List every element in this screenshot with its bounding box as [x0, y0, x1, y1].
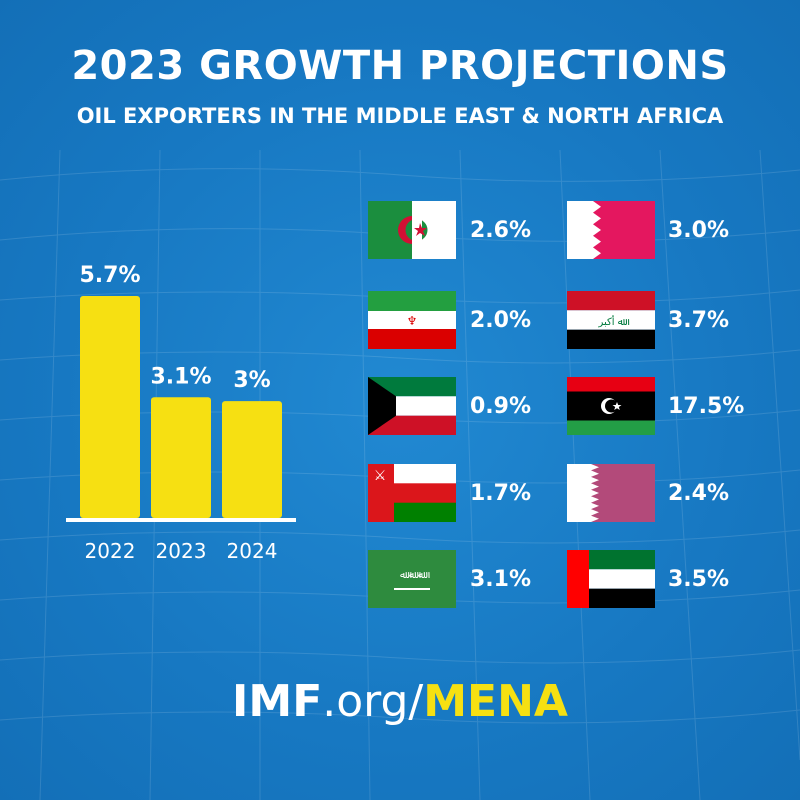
x-tick-label: 2023 — [156, 539, 207, 563]
bar-value-label: 5.7% — [79, 263, 140, 288]
oman-flag-icon: ⚔ — [368, 464, 456, 522]
footer-mena: MENA — [423, 676, 568, 727]
qatar-flag-icon — [567, 464, 655, 522]
iraq-flag-icon: ﷲ أكبر — [567, 291, 655, 349]
x-tick-label: 2022 — [85, 539, 136, 563]
uae-flag-icon — [567, 550, 655, 608]
saudi-arabia-growth-rate: 3.1% — [470, 567, 532, 592]
svg-text:⚔: ⚔ — [374, 468, 387, 484]
page-title: 2023 GROWTH PROJECTIONS — [71, 43, 729, 89]
algeria-growth-rate: 2.6% — [470, 218, 532, 243]
page-subtitle: OIL EXPORTERS IN THE MIDDLE EAST & NORTH… — [76, 104, 724, 128]
bar-value-label: 3.1% — [150, 364, 211, 389]
algeria-flag-icon — [368, 201, 456, 259]
iran-growth-rate: 2.0% — [470, 308, 532, 333]
svg-text:ﷲ ﷲ ﷲ: ﷲ ﷲ ﷲ — [400, 570, 430, 581]
footer-org: .org/ — [322, 676, 424, 727]
iran-flag-icon: ♆ — [368, 291, 456, 349]
bar-2022 — [80, 296, 140, 518]
svg-text:ﷲ أكبر: ﷲ أكبر — [597, 315, 629, 328]
svg-text:♆: ♆ — [407, 314, 418, 328]
bar-2023 — [151, 397, 211, 518]
x-tick-label: 2024 — [227, 539, 278, 563]
kuwait-growth-rate: 0.9% — [470, 394, 532, 419]
bar-value-label: 3% — [233, 368, 270, 393]
bahrain-flag-icon — [567, 201, 655, 259]
saudi-arabia-flag-icon: ﷲ ﷲ ﷲ — [368, 550, 456, 608]
chart-baseline — [66, 518, 296, 522]
qatar-growth-rate: 2.4% — [668, 481, 730, 506]
bahrain-growth-rate: 3.0% — [668, 218, 730, 243]
uae-growth-rate: 3.5% — [668, 567, 730, 592]
footer-url[interactable]: IMF.org/MENA — [0, 676, 800, 727]
kuwait-flag-icon — [368, 377, 456, 435]
libya-growth-rate: 17.5% — [668, 394, 745, 419]
footer-imf: IMF — [232, 676, 323, 727]
bar-2024 — [222, 401, 282, 518]
oman-growth-rate: 1.7% — [470, 481, 532, 506]
libya-flag-icon — [567, 377, 655, 435]
iraq-growth-rate: 3.7% — [668, 308, 730, 333]
